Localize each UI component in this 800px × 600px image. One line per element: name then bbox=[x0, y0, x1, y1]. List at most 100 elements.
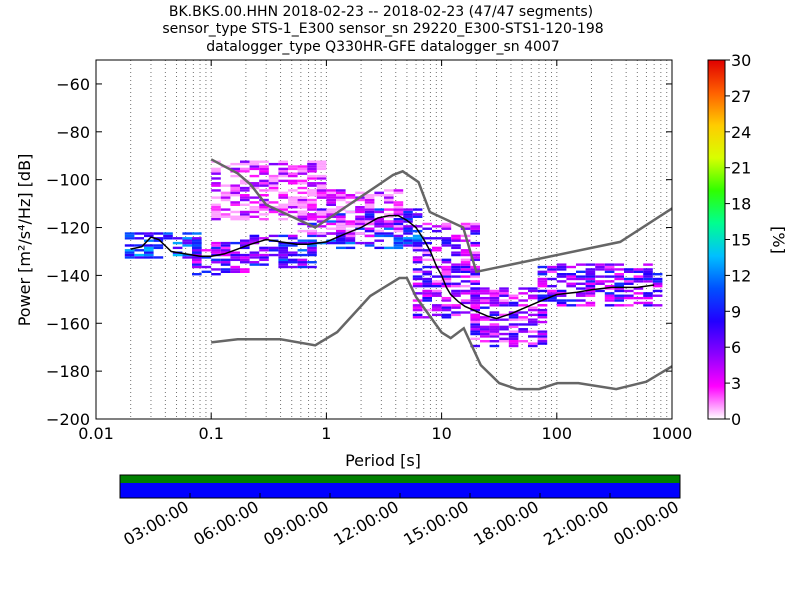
histogram-cell bbox=[307, 246, 317, 250]
histogram-cell bbox=[374, 222, 384, 226]
histogram-cell bbox=[355, 232, 365, 235]
histogram-cell bbox=[307, 203, 317, 206]
histogram-cell bbox=[537, 304, 548, 307]
histogram-cell bbox=[451, 275, 461, 278]
histogram-cell bbox=[393, 239, 404, 242]
histogram-cell bbox=[489, 335, 500, 338]
histogram-cell bbox=[220, 261, 231, 264]
histogram-cell bbox=[585, 301, 596, 305]
histogram-cell bbox=[230, 215, 240, 218]
histogram-cell bbox=[556, 280, 567, 283]
histogram-cell bbox=[307, 265, 317, 269]
histogram-cell bbox=[384, 232, 394, 235]
histogram-cell bbox=[576, 299, 586, 302]
histogram-cell bbox=[211, 170, 221, 173]
histogram-cell bbox=[240, 253, 250, 257]
histogram-cell bbox=[451, 284, 461, 288]
histogram-cell bbox=[336, 232, 346, 235]
histogram-cell bbox=[643, 277, 653, 281]
histogram-cell bbox=[518, 292, 528, 295]
histogram-cell bbox=[470, 222, 480, 226]
histogram-cell bbox=[307, 194, 317, 197]
histogram-cell bbox=[412, 270, 423, 274]
histogram-cell bbox=[489, 294, 500, 297]
histogram-cell bbox=[384, 222, 394, 226]
histogram-cell bbox=[259, 256, 269, 259]
histogram-cell bbox=[240, 210, 250, 214]
histogram-cell bbox=[432, 282, 442, 285]
histogram-cell bbox=[451, 289, 461, 293]
histogram-cell bbox=[230, 174, 240, 178]
histogram-cell bbox=[288, 244, 298, 247]
histogram-cell bbox=[470, 325, 480, 329]
histogram-cell bbox=[355, 208, 365, 211]
histogram-cell bbox=[134, 253, 144, 257]
histogram-cell bbox=[355, 210, 365, 214]
histogram-cell bbox=[316, 225, 327, 228]
histogram-cell bbox=[393, 227, 404, 230]
histogram-cell bbox=[249, 256, 260, 259]
histogram-cell bbox=[355, 215, 365, 218]
histogram-cell bbox=[499, 325, 509, 329]
y-tick-label: −120 bbox=[46, 219, 90, 238]
histogram-cell bbox=[384, 220, 394, 223]
histogram-cell bbox=[307, 251, 317, 254]
histogram-cell bbox=[441, 239, 452, 242]
histogram-cell bbox=[230, 194, 240, 197]
histogram-cell bbox=[230, 191, 240, 195]
histogram-cell bbox=[259, 167, 269, 171]
histogram-cell bbox=[412, 256, 423, 259]
histogram-cell bbox=[547, 299, 557, 302]
histogram-cell bbox=[470, 306, 480, 309]
histogram-cell bbox=[489, 328, 500, 331]
histogram-cell bbox=[240, 203, 250, 206]
histogram-cell bbox=[124, 251, 135, 254]
histogram-cell bbox=[336, 205, 346, 209]
colorbar: 0 3 6 9 12 15 18 21 24 27 30 [%] bbox=[707, 51, 788, 429]
data-coverage-timeline: 03:00:0006:00:0009:00:0012:00:0015:00:00… bbox=[119, 474, 682, 549]
histogram-cell bbox=[374, 229, 384, 233]
histogram-cell bbox=[374, 208, 384, 211]
histogram-cell bbox=[595, 280, 605, 283]
histogram-cell bbox=[499, 304, 509, 307]
histogram-cell bbox=[499, 332, 509, 336]
histogram-cell bbox=[604, 304, 615, 307]
histogram-cell bbox=[528, 296, 538, 300]
histogram-cell bbox=[220, 249, 231, 252]
histogram-cell bbox=[451, 270, 461, 274]
histogram-cell bbox=[537, 284, 548, 288]
histogram-cell bbox=[547, 296, 557, 300]
histogram-cell bbox=[307, 215, 317, 218]
histogram-cell bbox=[259, 208, 269, 211]
histogram-cell bbox=[259, 165, 269, 168]
histogram-cell bbox=[480, 296, 490, 300]
histogram-cell bbox=[297, 182, 308, 185]
histogram-cell bbox=[393, 237, 404, 240]
histogram-cell bbox=[470, 294, 480, 297]
histogram-cell bbox=[499, 301, 509, 305]
title-line-2: sensor_type STS-1_E300 sensor_sn 29220_E… bbox=[162, 21, 603, 37]
histogram-cell bbox=[576, 282, 586, 285]
histogram-cell bbox=[192, 273, 202, 276]
histogram-cell bbox=[278, 160, 288, 163]
histogram-cell bbox=[576, 263, 586, 266]
histogram-cell bbox=[249, 205, 260, 209]
histogram-cell bbox=[326, 220, 336, 223]
histogram-cell bbox=[441, 227, 452, 230]
histogram-cell bbox=[124, 237, 135, 240]
timeline-tick-label: 03:00:00 bbox=[120, 497, 192, 549]
histogram-cell bbox=[307, 174, 317, 178]
histogram-cell bbox=[480, 301, 490, 305]
histogram-cell bbox=[364, 194, 375, 197]
histogram-cell bbox=[364, 227, 375, 230]
histogram-cell bbox=[489, 299, 500, 302]
histogram-cell bbox=[432, 280, 442, 283]
histogram-cell bbox=[307, 182, 317, 185]
histogram-cell bbox=[278, 263, 288, 266]
histogram-cell bbox=[508, 318, 519, 321]
histogram-cell bbox=[393, 222, 404, 226]
histogram-cell bbox=[249, 162, 260, 166]
histogram-cell bbox=[633, 268, 644, 271]
histogram-cell bbox=[528, 318, 538, 321]
histogram-cell bbox=[374, 225, 384, 228]
